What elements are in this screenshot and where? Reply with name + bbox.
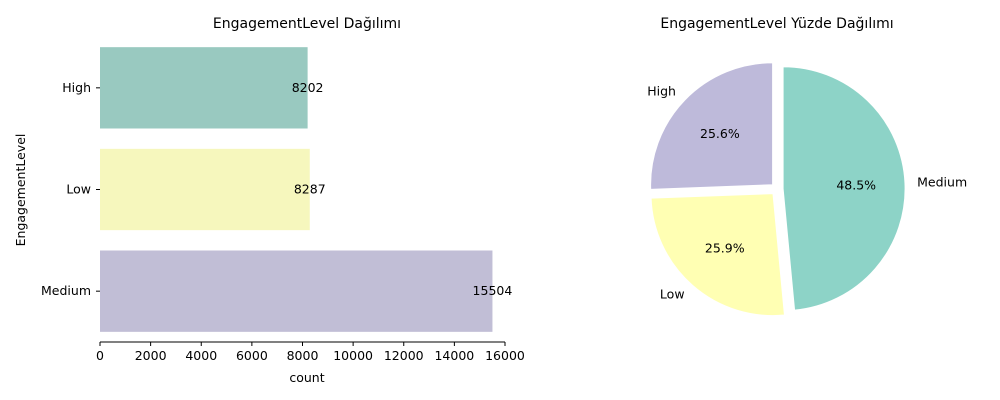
pie-slice-high [650,62,774,190]
pie-slice-medium [782,66,906,311]
y-tick-label-low: Low [66,182,91,197]
y-category-labels: High Low Medium [41,80,100,298]
pie-chart-title: EngagementLevel Yüzde Dağılımı [660,16,893,32]
bar-data-labels: 8202 8287 15504 [292,80,513,298]
bar-chart: EngagementLevel Dağılımı 8202 8287 15504 H… [13,16,525,385]
pie-slices [650,62,906,317]
pie-category-label-high: High [647,84,676,99]
x-tick-label: 10000 [333,348,373,363]
pie-labels: 25.6% High 25.9% Low 48.5% Medium [647,84,967,302]
x-axis-label: count [289,370,324,385]
bar-low [100,148,310,231]
x-tick-label: 8000 [287,348,319,363]
pie-category-label-medium: Medium [917,174,967,189]
bar-chart-title: EngagementLevel Dağılımı [213,16,401,32]
x-tick-label: 6000 [236,348,268,363]
y-axis-label: EngagementLevel [13,134,28,247]
pie-category-label-low: Low [660,287,685,302]
bar-medium [100,250,493,332]
y-tick-label-high: High [62,80,91,95]
y-tick-label-medium: Medium [41,283,91,298]
x-tick-label: 0 [96,348,104,363]
bar-value-label-medium: 15504 [473,283,513,298]
bar-value-label-high: 8202 [292,80,324,95]
pie-pct-label-medium: 48.5% [836,177,876,192]
bar-group [100,47,493,332]
pie-chart: EngagementLevel Yüzde Dağılımı 25.6% High… [647,16,967,317]
x-tick-label: 12000 [384,348,424,363]
x-tick-label: 4000 [185,348,217,363]
pie-pct-label-high: 25.6% [700,126,740,141]
pie-pct-label-low: 25.9% [705,241,745,256]
x-tick-labels: 0 2000 4000 6000 8000 10000 12000 14000 16000 [96,342,525,363]
bar-value-label-low: 8287 [294,182,326,197]
x-tick-label: 2000 [135,348,167,363]
x-tick-label: 14000 [434,348,474,363]
pie-slice-low [650,193,786,317]
bar-high [100,47,308,129]
x-tick-label: 16000 [485,348,525,363]
